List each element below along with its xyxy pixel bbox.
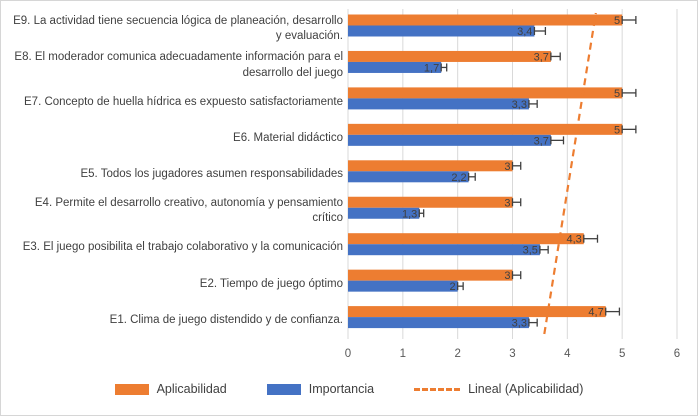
x-tick-label: 6 <box>674 348 680 360</box>
bar-importancia <box>348 280 458 292</box>
data-label: 2,2 <box>451 172 466 184</box>
x-tick-label: 4 <box>564 348 571 360</box>
category-label: E4. Permite el desarrollo creativo, auto… <box>34 197 343 225</box>
x-tick-label: 0 <box>345 348 351 360</box>
bar-aplicabilidad <box>348 233 584 245</box>
data-label: 3 <box>504 197 510 209</box>
data-label: 3 <box>504 270 510 282</box>
category-label: E3. El juego posibilita el trabajo colab… <box>22 241 343 254</box>
data-label: 1,3 <box>402 208 417 220</box>
category-label: E7. Concepto de huella hídrica es expues… <box>24 95 343 108</box>
category-label: E8. El moderador comunica adecuadamente … <box>14 51 343 79</box>
bar-importancia <box>348 61 442 73</box>
bar-aplicabilidad <box>348 196 513 208</box>
bar-importancia <box>348 171 469 183</box>
data-label: 3,7 <box>534 135 549 147</box>
lineal-dashed-line-icon <box>414 387 461 391</box>
data-label: 5 <box>614 124 620 136</box>
bar-importancia <box>348 98 529 110</box>
category-label: E5. Todos los jugadores asumen responsab… <box>80 168 343 181</box>
bar-importancia <box>348 25 535 37</box>
x-tick-label: 3 <box>509 348 515 360</box>
data-label: 3,5 <box>523 245 538 257</box>
x-tick-label: 5 <box>619 348 625 360</box>
bar-aplicabilidad <box>348 50 551 62</box>
x-tick-label: 1 <box>400 348 406 360</box>
legend-item-aplicabilidad: Aplicabilidad <box>114 382 227 396</box>
data-label: 2 <box>450 281 456 293</box>
data-label: 5 <box>614 88 620 100</box>
x-tick-label: 2 <box>454 348 460 360</box>
importancia-swatch-icon <box>266 383 301 395</box>
bar-aplicabilidad <box>348 123 623 135</box>
legend-label-lineal: Lineal (Aplicabilidad) <box>468 382 584 396</box>
bar-aplicabilidad <box>348 160 513 172</box>
chart-legend: Aplicabilidad Importancia Lineal (Aplica… <box>1 369 697 409</box>
data-label: 4,7 <box>588 307 603 319</box>
legend-item-importancia: Importancia <box>266 382 375 396</box>
bar-aplicabilidad <box>348 14 623 26</box>
category-label: E6. Material didáctico <box>233 131 343 144</box>
bar-importancia <box>348 244 540 256</box>
data-label: 1,7 <box>424 62 439 74</box>
bar-importancia <box>348 207 420 219</box>
bar-importancia <box>348 317 529 329</box>
data-label: 3,7 <box>534 51 549 63</box>
data-label: 5 <box>614 15 620 27</box>
bar-aplicabilidad <box>348 269 513 281</box>
aplicabilidad-swatch-icon <box>114 383 149 395</box>
legend-label-importancia: Importancia <box>308 382 375 396</box>
chart-plot-area: 0 1 2 3 4 5 6 5 3,4 3,7 1,7 5 3,3 5 3,7 3 2,2 3 1,3 4,3 3,5 3… <box>345 9 680 360</box>
data-label: 3,4 <box>517 26 532 38</box>
data-label: 4,3 <box>566 234 581 246</box>
bar-aplicabilidad <box>348 87 623 99</box>
category-label: E9. La actividad tiene secuencia lógica … <box>13 15 343 43</box>
bar-importancia <box>348 134 551 146</box>
data-label: 3,3 <box>512 318 527 330</box>
data-label: 3 <box>504 161 510 173</box>
legend-item-lineal: Lineal (Aplicabilidad) <box>414 382 583 396</box>
category-label: E2. Tiempo de juego óptimo <box>199 277 343 290</box>
category-label: E1. Clima de juego distendido y de confi… <box>109 314 343 327</box>
data-label: 3,3 <box>512 99 527 111</box>
trendline-lineal-aplicabilidad <box>543 12 597 335</box>
bar-aplicabilidad <box>348 306 606 318</box>
legend-label-aplicabilidad: Aplicabilidad <box>156 382 227 396</box>
